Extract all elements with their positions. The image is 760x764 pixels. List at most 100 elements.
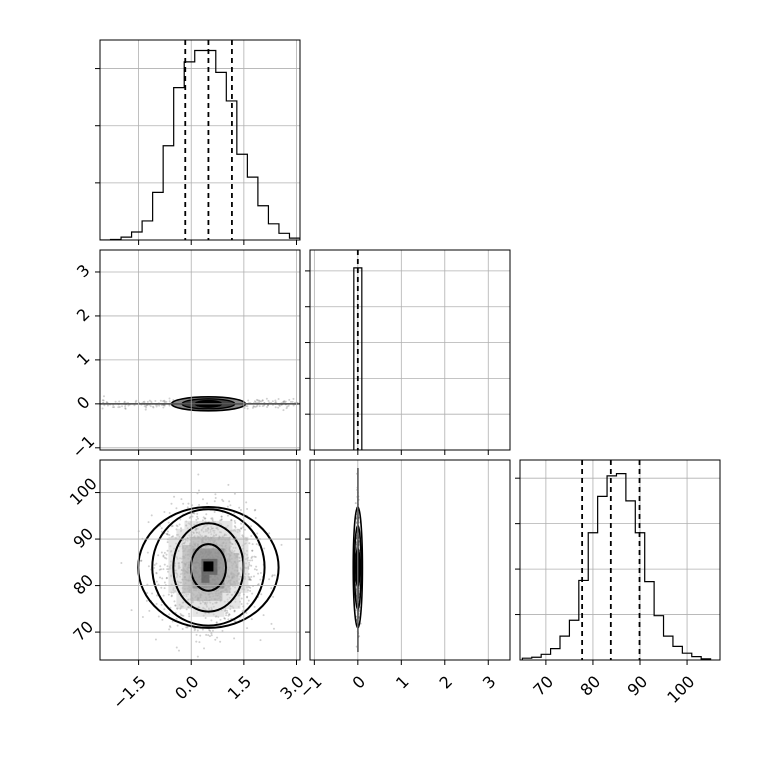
xz-sample-point — [196, 517, 199, 520]
xz-sample-point — [162, 594, 165, 597]
xz-sample-point — [210, 634, 213, 637]
xz-sample-point — [248, 561, 251, 564]
xz-sample-point — [257, 583, 260, 586]
xz-sample-point — [213, 500, 216, 503]
xz-sample-point — [174, 604, 177, 607]
xz-density-cell — [168, 544, 177, 553]
xz-sample-point — [199, 634, 202, 637]
xz-density-cell — [192, 608, 201, 617]
xz-density-cell — [240, 552, 249, 561]
xz-sample-point — [175, 507, 178, 510]
xz-sample-point — [168, 625, 171, 628]
xz-sample-point — [241, 610, 244, 613]
xy-sample-point — [277, 406, 280, 409]
xz-density-cell — [200, 600, 209, 609]
xz-density-cell — [216, 572, 225, 581]
xz-sample-point — [240, 522, 243, 525]
xy-sample-point — [286, 405, 289, 408]
xz-sample-point — [249, 559, 252, 562]
xy-sample-point — [106, 404, 109, 407]
xz-sample-point — [188, 516, 191, 519]
xz-sample-point — [247, 599, 250, 602]
xy-sample-point — [155, 405, 158, 408]
xy-sample-point — [114, 400, 117, 403]
xy-sample-point — [124, 407, 127, 410]
xz-density-cell — [176, 560, 185, 569]
xy-sample-point — [142, 401, 145, 404]
xy-sample-point — [152, 405, 155, 408]
xy-sample-point — [118, 400, 121, 403]
xy-sample-point — [283, 401, 286, 404]
xz-density-cell — [168, 576, 177, 585]
xz-sample-point — [250, 575, 253, 578]
xy-sample-point — [284, 400, 287, 403]
xy-sample-point — [246, 407, 249, 410]
xz-sample-point — [225, 612, 228, 615]
xy-sample-point — [123, 400, 126, 403]
xy-ytick-label: −1 — [68, 432, 98, 462]
xz-density-cell — [190, 584, 199, 593]
xz-sample-point — [230, 519, 233, 522]
xz-sample-point — [169, 606, 172, 609]
xz-sample-point — [253, 568, 256, 571]
xz-density-cell — [222, 536, 231, 545]
xz-density-cell — [184, 592, 193, 601]
xz-density-cell — [168, 568, 177, 577]
xz-sample-point — [166, 530, 169, 533]
xz-sample-point — [163, 581, 166, 584]
xz-sample-point — [230, 519, 233, 522]
xz-density-cell — [208, 548, 217, 557]
xy-sample-point — [261, 405, 264, 408]
xz-sample-point — [273, 574, 276, 577]
xz-density-cell — [208, 572, 217, 581]
xz-sample-point — [251, 592, 254, 595]
xy-sample-point — [267, 399, 270, 402]
xz-frame — [99, 459, 301, 661]
xz-sample-point — [249, 586, 252, 589]
xz-density-cell — [230, 568, 239, 577]
xy-sample-point — [251, 406, 254, 409]
xy-sample-point — [162, 400, 165, 403]
xz-sample-point — [226, 514, 229, 517]
xz-density-cell — [216, 528, 225, 537]
hz-xtick-label: 70 — [529, 672, 557, 700]
xz-sample-point — [228, 613, 231, 616]
xz-sample-point — [191, 515, 194, 518]
xy-sample-point — [143, 400, 146, 403]
xy-sample-point — [121, 405, 124, 408]
xz-sample-point — [225, 614, 228, 617]
xz-sample-point — [219, 618, 222, 621]
xz-sample-point — [162, 555, 165, 558]
xz-sample-point — [171, 535, 174, 538]
xz-sample-point — [227, 618, 230, 621]
xz-sample-point — [211, 518, 214, 521]
xz-density-cell — [208, 600, 217, 609]
xz-sample-point — [161, 577, 164, 580]
xz-sample-point — [238, 506, 241, 509]
yz-xtick-label: −1 — [296, 672, 326, 702]
xz-sample-point — [191, 512, 194, 515]
xz-sample-point — [193, 629, 196, 632]
xy-sample-point — [285, 407, 288, 410]
xz-sample-point — [196, 512, 199, 515]
xy-sample-point — [271, 400, 274, 403]
xz-sample-point — [215, 621, 218, 624]
yz-sample-point — [358, 609, 361, 612]
xz-sample-point — [220, 515, 223, 518]
xz-sample-point — [148, 609, 151, 612]
xz-sample-point — [204, 517, 207, 520]
xy-sample-point — [163, 399, 166, 402]
xz-density-cell — [192, 528, 201, 537]
xz-sample-point — [204, 617, 207, 620]
xz-sample-point — [255, 543, 258, 546]
xz-sample-point — [155, 580, 158, 583]
xy-sample-point — [113, 406, 116, 409]
xz-sample-point — [150, 514, 153, 517]
xz-density-cell — [176, 544, 185, 553]
xz-sample-point — [163, 563, 166, 566]
hx-histogram — [100, 49, 300, 240]
xz-sample-point — [201, 498, 204, 501]
xz-sample-point — [233, 620, 236, 623]
hy-frame — [309, 249, 511, 451]
xz-density-cell — [168, 552, 177, 561]
